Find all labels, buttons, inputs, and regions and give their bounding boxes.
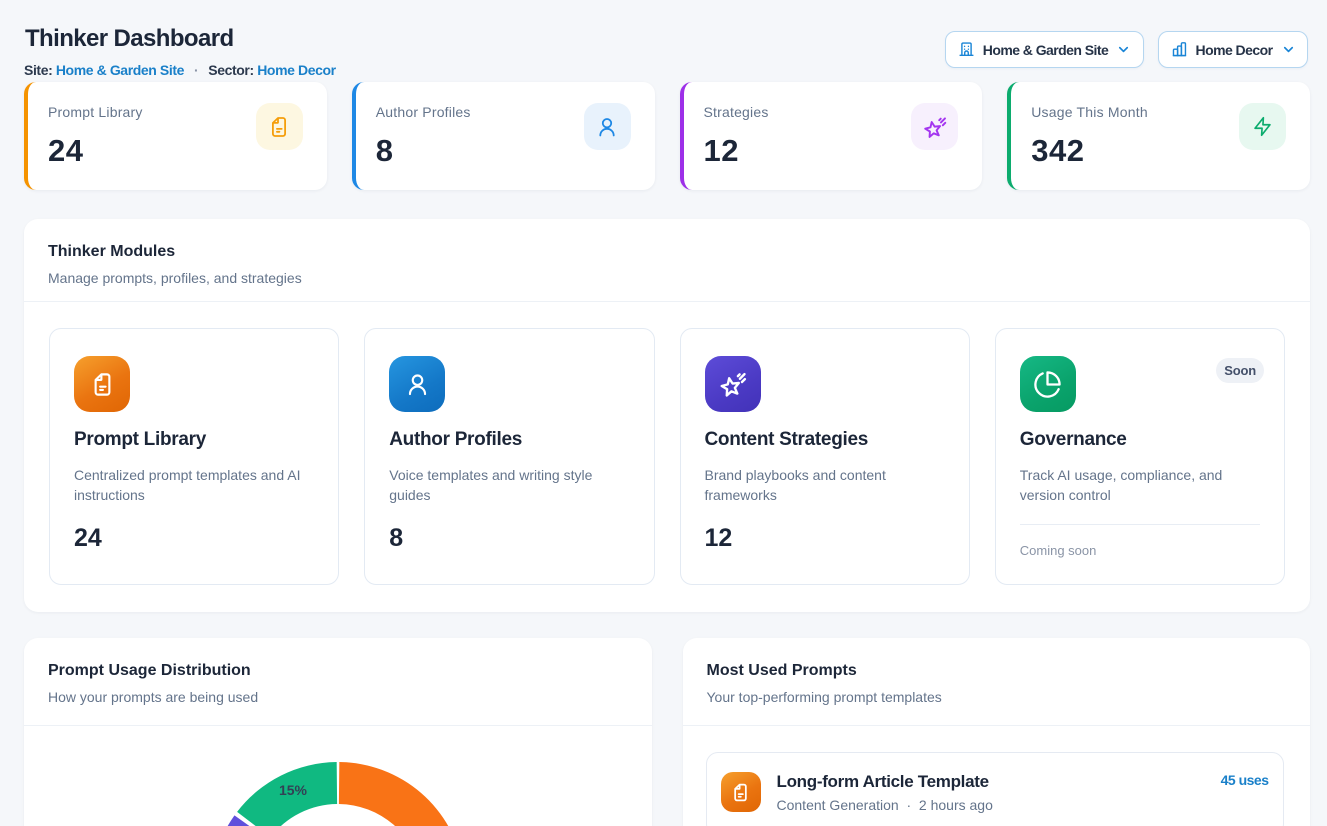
svg-text:15%: 15% [279, 782, 308, 798]
